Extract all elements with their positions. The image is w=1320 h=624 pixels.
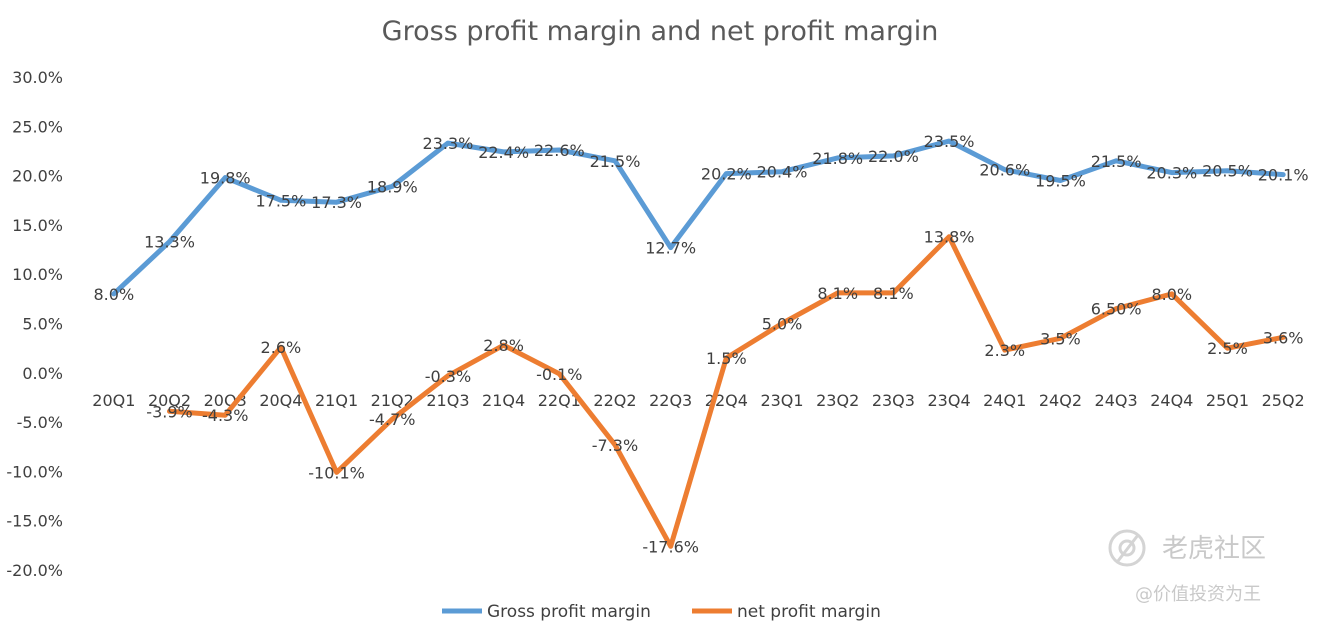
data-labels: 8.0% 13.3% 19.8%17.5% 17.3% 18.9% 23.3% 22.4% 2… (94, 132, 1309, 556)
data-label: 18.9% (367, 177, 418, 196)
x-tick-label: 22Q3 (649, 391, 692, 410)
data-label: 19.5% (1035, 172, 1086, 191)
x-tick-label: 21Q2 (371, 391, 414, 410)
watermark-tagline: @价值投资为王 (1135, 584, 1261, 605)
y-tick-label: -5.0% (17, 413, 63, 432)
y-tick-label: 0.0% (22, 364, 63, 383)
x-tick-label: 25Q2 (1262, 391, 1305, 410)
series-lines (111, 138, 1286, 549)
x-tick-label: 21Q3 (426, 391, 469, 410)
data-label: 20.4% (757, 163, 808, 182)
data-label: -3.9% (146, 402, 192, 421)
data-label: 22.0% (868, 147, 919, 166)
legend-label-1: net profit margin (737, 602, 881, 622)
x-tick-label: 20Q2 (148, 391, 191, 410)
data-label: 2.3% (984, 341, 1025, 360)
data-label: 3.5% (1040, 329, 1081, 348)
data-label: 3.6% (1263, 328, 1304, 347)
legend-label-0: Gross profit margin (487, 602, 651, 622)
x-tick-label: 24Q4 (1150, 391, 1193, 410)
y-tick-label: 25.0% (12, 117, 63, 136)
data-label: -7.3% (592, 436, 638, 455)
x-tick-label: 22Q1 (538, 391, 581, 410)
y-axis-ticks: 30.0% 25.0% 20.0% 15.0% 10.0% 5.0% 0.0% -5.0% -1… (6, 68, 63, 580)
x-tick-label: 24Q3 (1095, 391, 1138, 410)
x-tick-label: 24Q1 (983, 391, 1026, 410)
y-tick-label: -15.0% (6, 512, 63, 531)
data-label: 21.5% (590, 152, 641, 171)
data-label: 20.5% (1202, 162, 1253, 181)
chart-title: Gross profit margin and net profit margi… (382, 16, 939, 47)
x-tick-label: 23Q4 (927, 391, 970, 410)
data-label: 20.3% (1146, 164, 1197, 183)
x-tick-label: 23Q1 (760, 391, 803, 410)
data-label: -10.1% (308, 463, 365, 482)
data-label: 12.7% (645, 239, 696, 258)
data-label: 20.1% (1258, 166, 1309, 185)
data-label: 8.0% (1151, 285, 1192, 304)
data-label: -4.7% (369, 410, 415, 429)
data-label: 13.3% (144, 233, 195, 252)
data-label: -0.1% (536, 365, 582, 384)
data-label: -0.3% (425, 367, 471, 386)
y-tick-label: 15.0% (12, 216, 63, 235)
y-tick-label: 30.0% (12, 68, 63, 87)
data-label: 22.4% (478, 143, 529, 162)
watermark: 老虎社区 @价值投资为王 (1108, 529, 1266, 605)
x-tick-label: 24Q2 (1039, 391, 1082, 410)
data-label: 17.5% (255, 191, 306, 210)
y-tick-label: 20.0% (12, 167, 63, 186)
watermark-brand: 老虎社区 (1162, 534, 1266, 564)
data-label: 8.1% (873, 284, 914, 303)
tiger-logo-icon (1108, 529, 1146, 567)
data-label: 21.5% (1091, 152, 1142, 171)
x-tick-label: 20Q1 (92, 391, 135, 410)
x-tick-label: 21Q1 (315, 391, 358, 410)
series-line-1 (167, 234, 1286, 549)
data-label: 22.6% (534, 141, 585, 160)
y-tick-label: -10.0% (6, 462, 63, 481)
data-label: 23.5% (924, 132, 975, 151)
data-label: 20.2% (701, 165, 752, 184)
data-label: 21.8% (812, 149, 863, 168)
x-tick-label: 23Q3 (872, 391, 915, 410)
data-label: 2.5% (1207, 339, 1248, 358)
y-tick-label: -20.0% (6, 561, 63, 580)
data-label: 1.5% (706, 349, 747, 368)
x-axis-ticks: 20Q1 20Q2 20Q3 20Q4 21Q1 21Q2 21Q3 21Q4 22Q1 22Q2… (92, 391, 1304, 410)
x-tick-label: 22Q2 (593, 391, 636, 410)
x-tick-label: 20Q4 (259, 391, 302, 410)
data-label: -17.6% (642, 537, 699, 556)
x-tick-label: 23Q2 (816, 391, 859, 410)
y-tick-label: 5.0% (22, 315, 63, 334)
data-label: 23.3% (423, 134, 474, 153)
x-tick-label: 25Q1 (1206, 391, 1249, 410)
data-label: 2.6% (261, 338, 302, 357)
data-label: 8.0% (94, 285, 135, 304)
data-label: 6.50% (1091, 300, 1142, 319)
data-label: 13.8% (924, 228, 975, 247)
data-label: -4.3% (202, 406, 248, 425)
data-label: 5.0% (762, 315, 803, 334)
data-label: 8.1% (817, 284, 858, 303)
data-label: 20.6% (979, 161, 1030, 180)
x-tick-label: 21Q4 (482, 391, 525, 410)
legend: Gross profit margin net profit margin (442, 602, 881, 622)
data-label: 19.8% (200, 169, 251, 188)
data-label: 17.3% (311, 193, 362, 212)
y-tick-label: 10.0% (12, 265, 63, 284)
data-label: 2.8% (483, 336, 524, 355)
series-line-0 (111, 138, 1286, 297)
